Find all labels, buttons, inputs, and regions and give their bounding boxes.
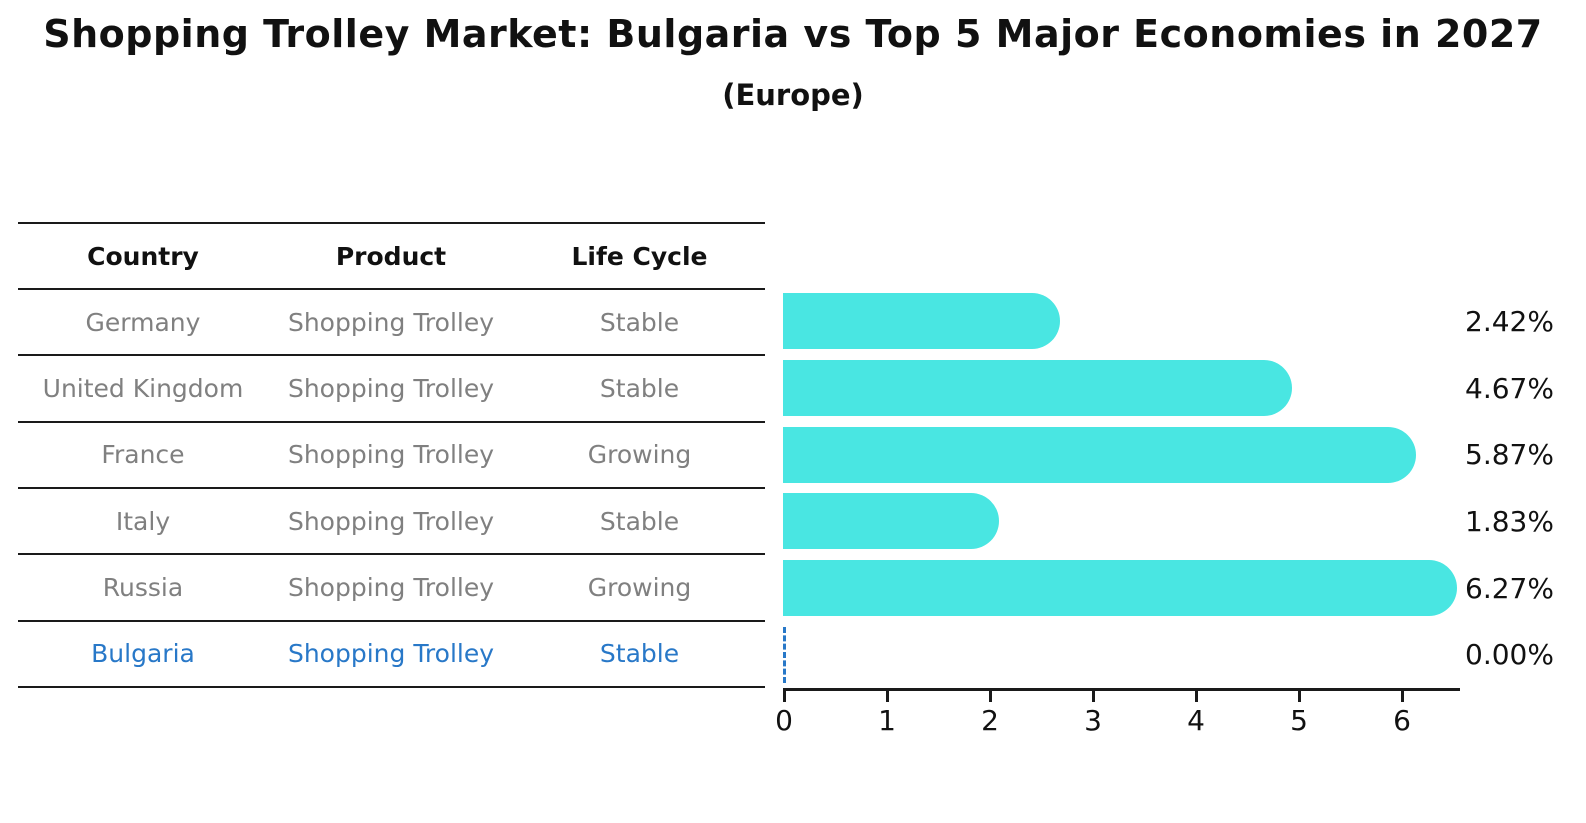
table-cell-product: Shopping Trolley [287,440,495,470]
x-axis-tick [989,691,992,702]
x-axis-tick-label: 1 [878,704,896,737]
x-axis-tick [886,691,889,702]
zero-value-dashed-line [783,626,786,683]
market-share-bar [783,426,1416,483]
x-axis-tick-label: 6 [1393,704,1411,737]
market-share-bar [783,360,1292,416]
table-header-row: Country Product Life Cycle [18,224,765,290]
column-header-product: Product [335,241,447,271]
column-header-country: Country [87,241,199,271]
bar-value-label: 6.27% [1465,571,1554,605]
table-cell-country: Italy [115,506,171,536]
table-cell-product: Shopping Trolley [287,639,495,669]
bar-row [783,621,1463,688]
table-row: United Kingdom Shopping Trolley Stable [18,356,765,423]
table-row: Russia Shopping Trolley Growing [18,555,765,622]
table-row: France Shopping Trolley Growing [18,423,765,489]
column-header-life-cycle: Life Cycle [571,241,708,271]
bar-value-label: 5.87% [1465,438,1554,472]
table-row: Germany Shopping Trolley Stable [18,290,765,357]
table-cell-country: United Kingdom [42,373,244,403]
x-axis-tick-label: 0 [775,704,793,737]
bar-row [783,355,1463,422]
table-cell-product: Shopping Trolley [287,307,495,337]
bar-row [783,555,1463,622]
bar-value-label: 1.83% [1465,504,1554,538]
table-cell-life-cycle: Growing [587,440,692,470]
table-cell-country: Russia [102,572,184,602]
bar-value-label: 4.67% [1465,371,1554,405]
bar-row [783,488,1463,555]
x-axis-tick-label: 2 [981,704,999,737]
bar-plot: 2.42% 4.67% 5.87% 1.83% 6.27% 0.00% 0 1 2 3 4 5 6 [775,222,1586,782]
market-share-bar [783,493,1000,550]
table-cell-product: Shopping Trolley [287,506,495,536]
x-axis-tick-label: 4 [1187,704,1205,737]
market-share-bar [783,560,1457,617]
x-axis-tick [783,691,786,702]
table-cell-country: Germany [85,307,201,337]
table-cell-life-cycle: Stable [599,506,680,536]
chart-title: Shopping Trolley Market: Bulgaria vs Top… [43,12,1543,56]
table-cell-life-cycle: Stable [599,373,680,403]
chart-subtitle: (Europe) [722,78,864,112]
table-row: Italy Shopping Trolley Stable [18,489,765,556]
bars-container [783,288,1463,688]
table-cell-product: Shopping Trolley [287,373,495,403]
table-cell-life-cycle: Growing [587,572,692,602]
bar-row [783,288,1463,355]
table-cell-life-cycle: Stable [599,307,680,337]
x-axis-tick [1092,691,1095,702]
x-axis-tick [1195,691,1198,702]
table-row: Bulgaria Shopping Trolley Stable [18,622,765,688]
x-axis-tick-label: 5 [1290,704,1308,737]
x-axis-tick [1401,691,1404,702]
bar-value-label: 2.42% [1465,304,1554,338]
table-cell-country: Bulgaria [91,639,195,669]
x-axis-line [783,688,1460,691]
table-body: Germany Shopping Trolley Stable United K… [18,290,765,688]
market-share-bar [783,293,1061,350]
country-table: Country Product Life Cycle Germany Shopp… [18,222,765,688]
bar-row [783,421,1463,488]
table-cell-life-cycle: Stable [599,639,680,669]
value-labels-column: 2.42% 4.67% 5.87% 1.83% 6.27% 0.00% [1465,288,1585,688]
bar-value-label: 0.00% [1465,638,1554,672]
table-cell-product: Shopping Trolley [287,572,495,602]
x-axis-tick-label: 3 [1084,704,1102,737]
table-cell-country: France [101,440,185,470]
x-axis-tick [1298,691,1301,702]
